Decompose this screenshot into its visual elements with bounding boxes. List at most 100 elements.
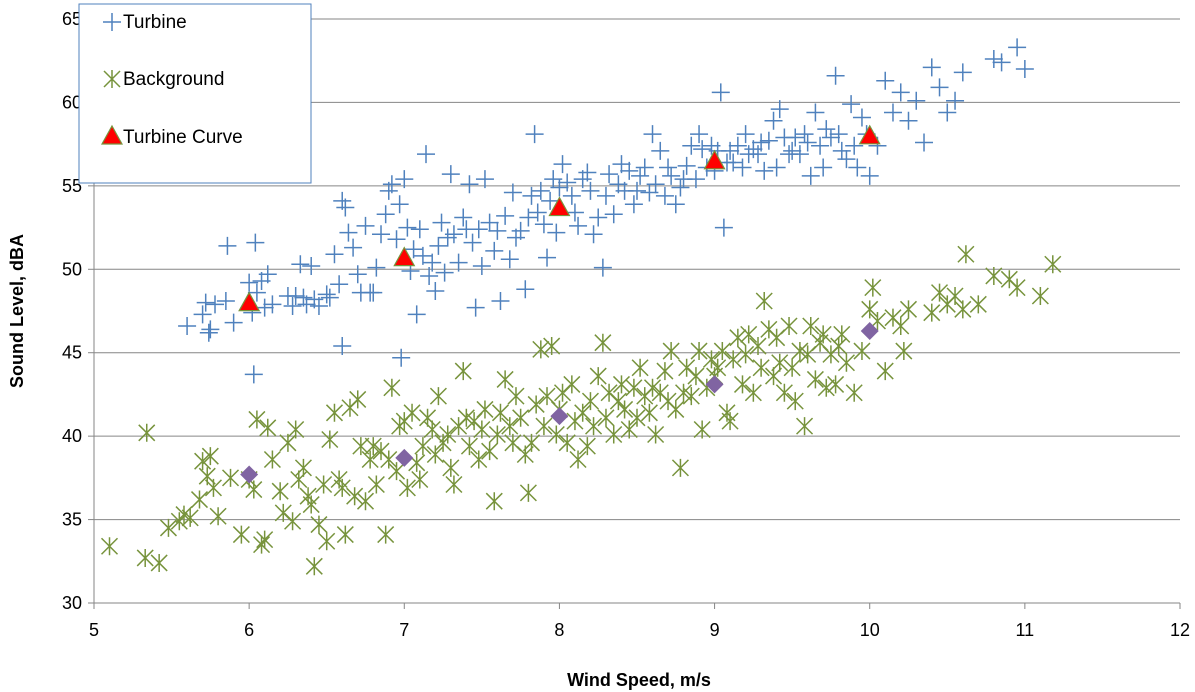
data-point-turbine (790, 145, 809, 164)
data-point-background (554, 383, 572, 402)
data-point-turbine (558, 173, 577, 192)
data-point-background (662, 342, 680, 361)
data-point-turbine (907, 91, 926, 110)
data-point-turbine (562, 186, 581, 205)
data-point-turbine (693, 140, 712, 159)
data-point-background (744, 383, 762, 402)
data-point-turbine (503, 183, 522, 202)
data-point-background (702, 350, 720, 369)
data-point-turbine (286, 286, 305, 305)
legend-marker-turbine (103, 13, 121, 31)
data-point-turbine (752, 133, 771, 152)
data-point-turbine (387, 230, 406, 249)
data-point-turbine-curve (238, 291, 261, 312)
data-point-turbine (356, 216, 375, 235)
data-point-turbine (593, 258, 612, 277)
data-point-background (398, 478, 416, 497)
data-point-turbine (472, 256, 491, 275)
data-point-background (159, 518, 177, 537)
data-point-background (194, 452, 212, 471)
data-point-background (302, 495, 320, 514)
legend-marker-background (103, 70, 121, 88)
data-point-turbine (206, 295, 225, 314)
x-tick-label: 8 (554, 620, 564, 640)
data-point-turbine (953, 63, 972, 82)
data-point-background (775, 383, 793, 402)
data-point-turbine (382, 175, 401, 194)
data-point-turbine (258, 265, 277, 284)
data-point-turbine (178, 317, 197, 336)
series-turbine (178, 38, 1034, 384)
legend-plus-icon (103, 13, 121, 31)
data-point-background (403, 403, 421, 422)
data-point-background (783, 358, 801, 377)
data-point-background (771, 353, 789, 372)
data-point-turbine (534, 215, 553, 234)
data-point-background (201, 447, 219, 466)
data-point-background (434, 433, 452, 452)
x-tick-label: 12 (1170, 620, 1190, 640)
data-point-background (473, 420, 491, 439)
data-point-background (733, 375, 752, 394)
data-point-turbine (444, 225, 463, 244)
data-point-background (752, 358, 770, 377)
legend-marker-turbine-curve (100, 124, 124, 145)
data-point-turbine (244, 365, 263, 384)
data-point-background (507, 387, 525, 406)
data-point-background (325, 403, 344, 422)
data-point-background (504, 433, 522, 452)
data-point-background (690, 342, 708, 361)
data-point-turbine (677, 156, 696, 175)
data-point-background (543, 337, 561, 356)
data-point-background (724, 350, 742, 369)
data-point-turbine (795, 125, 814, 144)
data-point-turbine (193, 305, 212, 324)
data-point-background (209, 507, 227, 526)
data-point-turbine (291, 255, 310, 274)
data-point-turbine (441, 165, 460, 184)
data-point-background (647, 425, 665, 444)
data-point-turbine (460, 175, 479, 194)
data-point-turbine (333, 337, 352, 356)
data-point-background-curve (860, 322, 879, 341)
data-point-background (336, 525, 354, 544)
data-point-background (263, 450, 281, 469)
legend-triangle-icon (100, 124, 124, 145)
data-point-background (527, 395, 545, 414)
data-point-turbine (395, 170, 414, 189)
data-point-background (930, 283, 949, 302)
data-point-background (764, 367, 783, 386)
data-point-background (364, 437, 382, 456)
data-point-background (305, 557, 323, 576)
data-point-background (713, 342, 731, 361)
data-point-background (380, 450, 398, 469)
data-point-turbine (659, 158, 678, 177)
data-point-background (414, 437, 432, 456)
legend: Turbine Background Turbine Curve (78, 3, 312, 184)
data-point-turbine (848, 158, 867, 177)
data-point-turbine (480, 213, 499, 232)
data-point-turbine (449, 253, 468, 272)
data-point-turbine (325, 245, 344, 264)
y-tick-label: 30 (62, 593, 82, 613)
data-point-turbine (721, 141, 740, 160)
data-point-background (609, 392, 627, 411)
data-point-turbine (690, 125, 709, 144)
data-point-turbine (420, 266, 439, 285)
data-point-background (861, 300, 879, 319)
legend-asterisk-icon (103, 70, 121, 88)
data-point-turbine (255, 298, 274, 317)
data-point-turbine-curve (858, 124, 881, 145)
data-point-background (806, 370, 824, 389)
data-point-background (796, 417, 814, 436)
data-point-background (597, 408, 615, 427)
data-point-turbine (984, 50, 1003, 69)
data-point-background (491, 403, 510, 422)
data-point-turbine (525, 125, 544, 144)
data-point-background (190, 490, 209, 509)
data-point-turbine (519, 208, 538, 227)
data-point-background (181, 508, 199, 527)
data-point-turbine (596, 186, 615, 205)
data-point-background (481, 442, 499, 461)
